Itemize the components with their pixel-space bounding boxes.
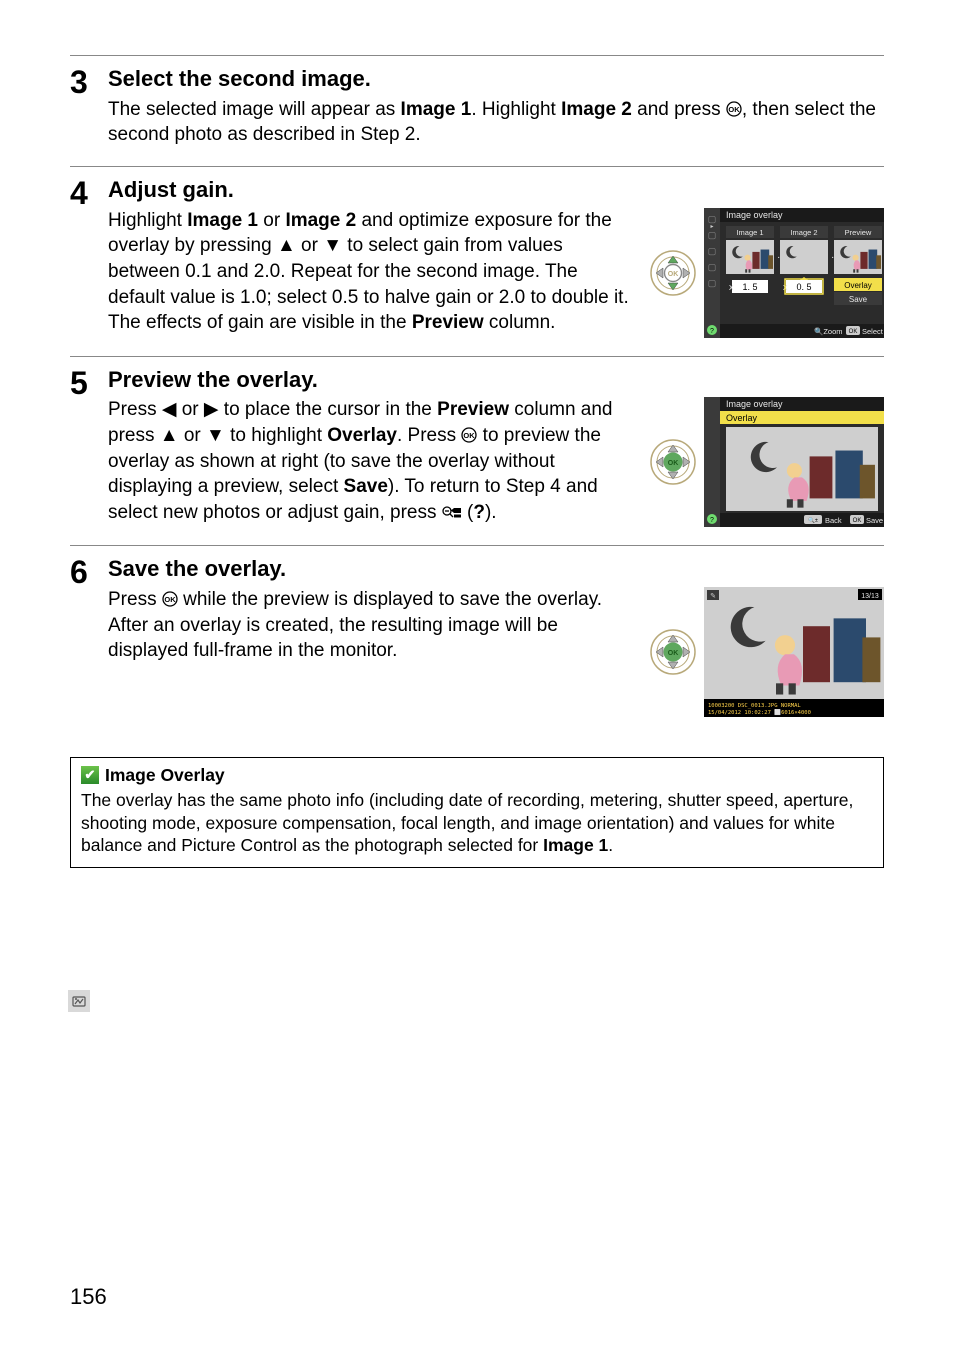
svg-text:OK: OK xyxy=(668,271,679,278)
svg-text:🔍±: 🔍± xyxy=(808,516,818,524)
svg-text:Save: Save xyxy=(849,295,868,304)
svg-text:0. 5: 0. 5 xyxy=(796,282,811,292)
step-5: 5 Preview the overlay. Press ◀ or ▶ to p… xyxy=(70,356,884,546)
note-body: The overlay has the same photo info (inc… xyxy=(81,789,873,857)
step-number: 5 xyxy=(70,365,108,399)
svg-text:?: ? xyxy=(710,328,714,335)
step-body: Save the overlay. Press OK while the pre… xyxy=(108,554,884,717)
step-title: Adjust gain. xyxy=(108,175,884,205)
svg-text:Select: Select xyxy=(862,327,884,336)
svg-text:OK: OK xyxy=(164,595,176,604)
step-number: 3 xyxy=(70,64,108,98)
svg-text:Overlay: Overlay xyxy=(844,281,872,290)
svg-text:1. 5: 1. 5 xyxy=(742,282,757,292)
svg-text:▢: ▢ xyxy=(708,230,717,240)
lcd-step4: ▢ ▢ ▢ ▢ ▢? ▸ Image overlay Image 1 Image 2 Previe… xyxy=(704,208,884,338)
svg-text:Image overlay: Image overlay xyxy=(726,210,783,220)
note-title: ✔ Image Overlay xyxy=(81,764,873,787)
svg-text:🔍Zoom: 🔍Zoom xyxy=(814,326,843,336)
svg-text:15/04/2012 10:02:27: 15/04/2012 10:02:27 ⬜6016×4000 xyxy=(708,709,811,716)
step-title: Select the second image. xyxy=(108,64,884,94)
svg-text:?: ? xyxy=(710,517,714,524)
check-icon: ✔ xyxy=(81,766,99,784)
step-text: The selected image will appear as Image … xyxy=(108,97,884,148)
step-4: 4 Adjust gain. Highlight Image 1 or Imag… xyxy=(70,166,884,356)
step-5-illustration: OK ? Image overlay Overlay 🔍± Back OK Save xyxy=(650,397,884,527)
step-text: Highlight Image 1 or Image 2 and optimiz… xyxy=(108,208,636,336)
step-3: 3 Select the second image. The selected … xyxy=(70,55,884,166)
svg-text:Save: Save xyxy=(866,516,883,525)
step-text: Press ◀ or ▶ to place the cursor in the … xyxy=(108,397,636,525)
svg-text:10003200 DSC_0013.JPG: 10003200 DSC_0013.JPG NORMAL xyxy=(708,703,801,709)
step-number: 6 xyxy=(70,554,108,588)
svg-text:OK: OK xyxy=(728,105,740,114)
svg-text:Preview: Preview xyxy=(845,228,872,237)
svg-text:OK: OK xyxy=(849,329,858,335)
svg-text:OK: OK xyxy=(668,650,679,657)
lcd-step6: ✎ 13/13 10003200 DSC_0013.JPG NORMAL15/04/… xyxy=(704,587,884,717)
step-body: Select the second image. The selected im… xyxy=(108,64,884,148)
svg-text:·: · xyxy=(777,252,780,263)
svg-text:▢: ▢ xyxy=(708,246,717,256)
lcd-step5: ? Image overlay Overlay 🔍± Back OK Save xyxy=(704,397,884,527)
svg-text:x: x xyxy=(729,282,734,292)
step-body: Adjust gain. Highlight Image 1 or Image … xyxy=(108,175,884,338)
step-title: Preview the overlay. xyxy=(108,365,884,395)
retouch-menu-tab-icon xyxy=(68,990,90,1012)
step-text: Press OK while the preview is displayed … xyxy=(108,587,636,664)
svg-text:·: · xyxy=(831,252,834,263)
step-number: 4 xyxy=(70,175,108,209)
step-body: Preview the overlay. Press ◀ or ▶ to pla… xyxy=(108,365,884,528)
svg-text:▢: ▢ xyxy=(708,214,717,224)
svg-text:OK: OK xyxy=(853,518,862,524)
svg-text:Image 2: Image 2 xyxy=(790,228,817,237)
svg-text:OK: OK xyxy=(464,431,476,440)
svg-text:Image overlay: Image overlay xyxy=(726,399,783,409)
svg-text:▢: ▢ xyxy=(708,262,717,272)
svg-text:Overlay: Overlay xyxy=(726,413,758,423)
note-image-overlay: ✔ Image Overlay The overlay has the same… xyxy=(70,757,884,868)
svg-text:✎: ✎ xyxy=(710,593,716,600)
svg-text:OK: OK xyxy=(668,460,679,467)
ok-button-center-icon: OK xyxy=(650,439,696,485)
svg-text:▢: ▢ xyxy=(708,278,717,288)
svg-text:13/13: 13/13 xyxy=(861,593,879,600)
step-6-illustration: OK ✎ 13/13 10003200 DSC_0013.JPG NORMAL15/… xyxy=(650,587,884,717)
step-title: Save the overlay. xyxy=(108,554,884,584)
svg-text:Back: Back xyxy=(825,516,842,525)
step-4-illustration: OK ▢ ▢ ▢ ▢ ▢? ▸ Image overlay Image 1 Image 2 Pre… xyxy=(650,208,884,338)
ok-button-center-icon: OK xyxy=(650,629,696,675)
ok-button-ud-icon: OK xyxy=(650,250,696,296)
note-title-text: Image Overlay xyxy=(105,764,225,787)
page-number: 156 xyxy=(70,1282,107,1312)
svg-text:▸: ▸ xyxy=(710,224,713,230)
svg-text:Image 1: Image 1 xyxy=(736,228,763,237)
step-6: 6 Save the overlay. Press OK while the p… xyxy=(70,545,884,735)
